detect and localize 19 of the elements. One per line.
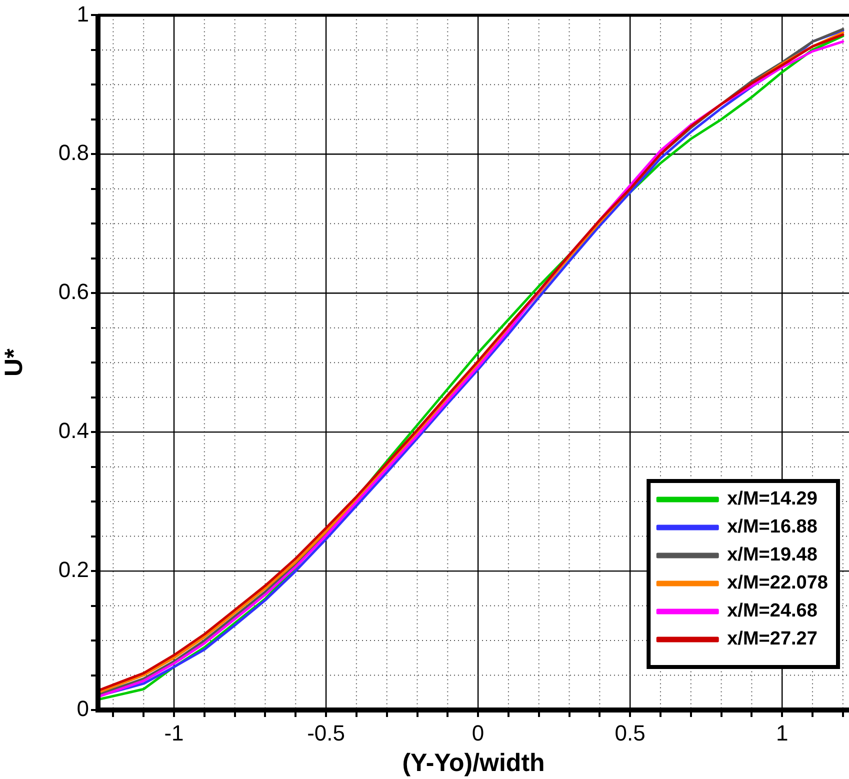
legend-label: x/M=16.88 (727, 516, 818, 538)
y-tick-label: 1 (76, 1, 89, 26)
legend-label: x/M=22.078 (727, 572, 828, 594)
x-tick-label: 1 (776, 720, 788, 746)
legend-label: x/M=27.27 (727, 628, 818, 650)
y-tick-label: 0.6 (58, 279, 89, 304)
x-tick-label: 0.5 (614, 720, 646, 746)
legend-label: x/M=19.48 (727, 544, 818, 566)
x-tick-label: -0.5 (307, 720, 345, 746)
y-tick-label: 0.2 (58, 557, 89, 582)
y-axis-title: U* (0, 348, 28, 376)
y-tick-label: 0 (76, 696, 89, 722)
x-axis-title: (Y-Yo)/width (402, 748, 545, 777)
y-tick-label: 0.4 (58, 418, 89, 444)
legend-label: x/M=24.68 (727, 600, 818, 622)
y-tick-label: 0.8 (58, 140, 89, 166)
x-tick-label: -1 (164, 720, 184, 746)
legend-label: x/M=14.29 (727, 488, 818, 510)
x-tick-label: 0 (472, 720, 484, 746)
